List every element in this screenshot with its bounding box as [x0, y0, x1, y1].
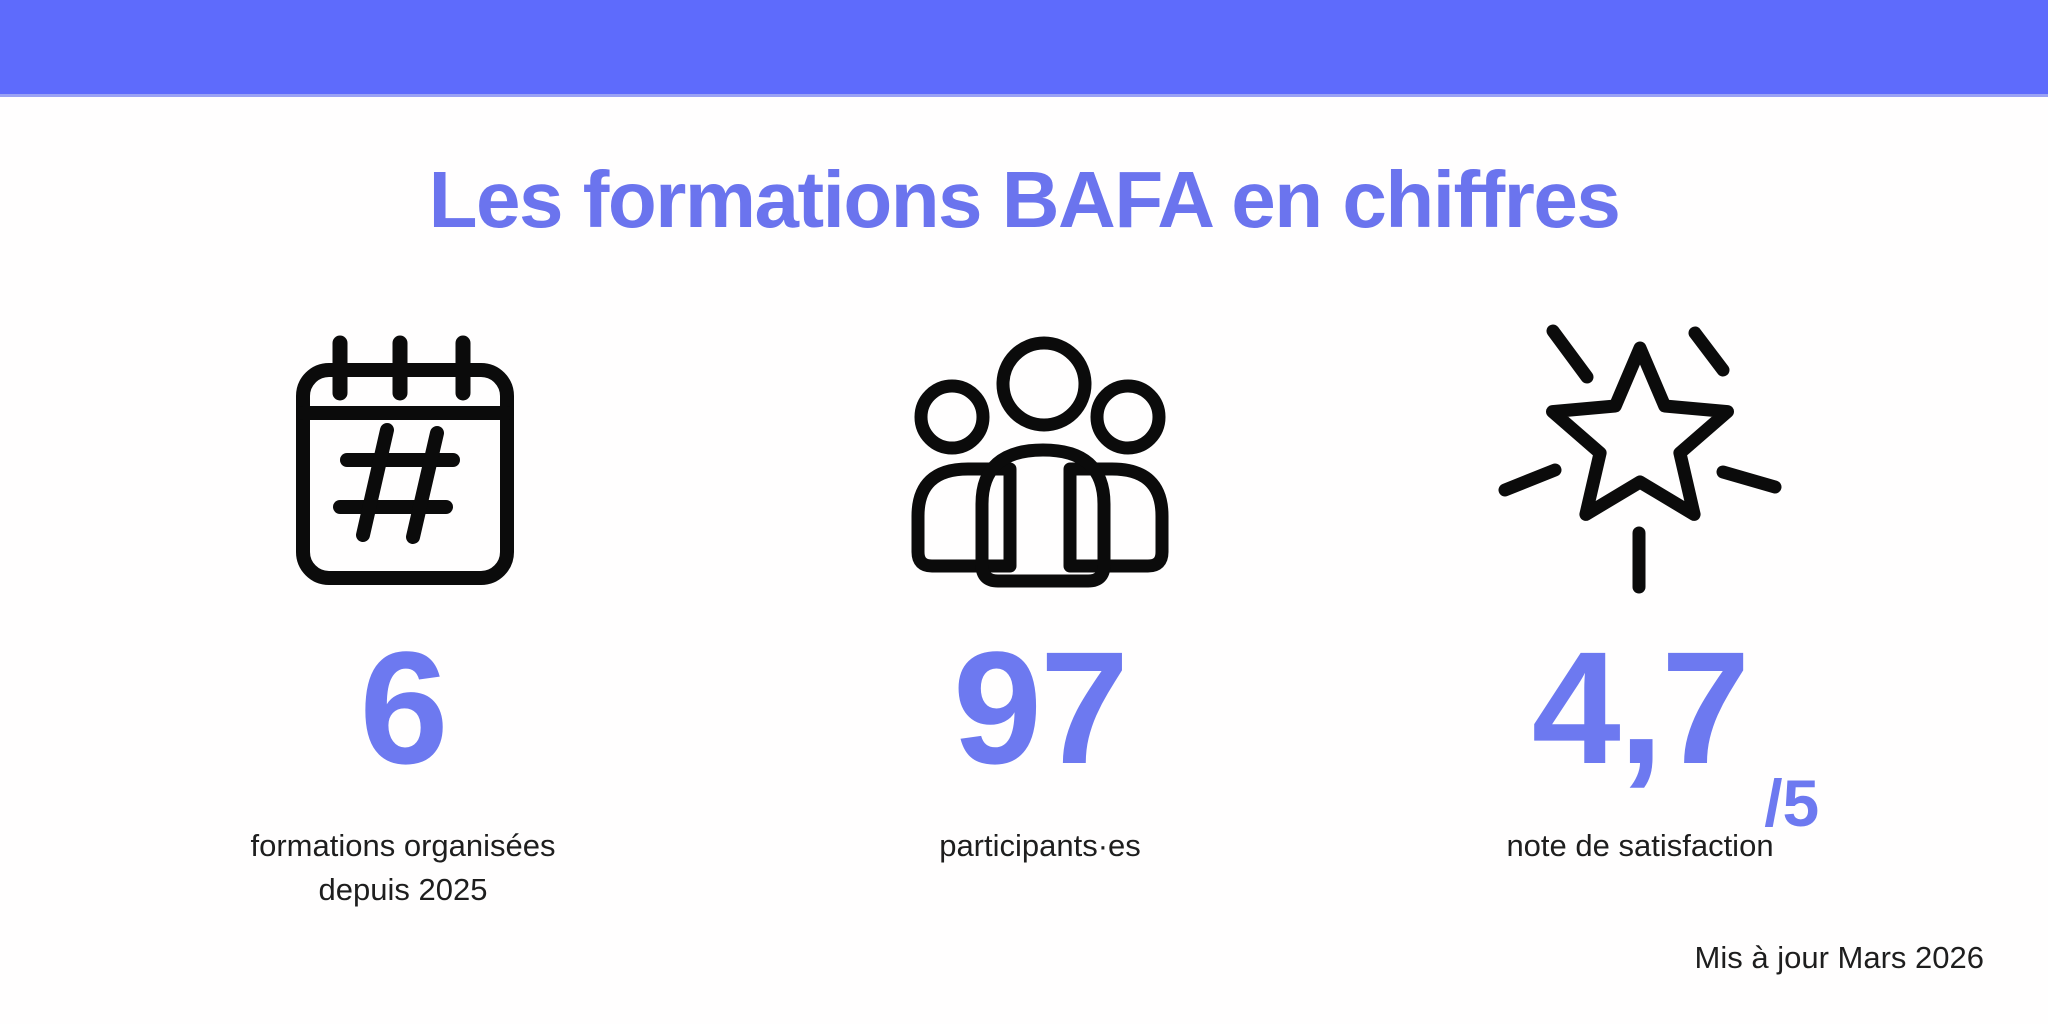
- updated-note: Mis à jour Mars 2026: [1694, 940, 1984, 975]
- stat-label-line2: depuis 2025: [318, 872, 488, 908]
- icon-box: [123, 320, 683, 600]
- stat-value-satisfaction: 4,7 /5: [1532, 628, 1819, 837]
- stat-label-line1: participants·es: [939, 828, 1141, 863]
- stat-value-suffix: /5: [1764, 766, 1820, 840]
- page-title: Les formations BAFA en chiffres: [428, 155, 1621, 244]
- stat-label-formations: formations organisées depuis 2025: [251, 824, 556, 912]
- calendar-hash-icon: [296, 335, 514, 585]
- shining-star-icon: [1498, 324, 1782, 594]
- stat-label-line1: formations organisées: [250, 828, 556, 863]
- header-bar: [0, 0, 2048, 97]
- stat-value-participants: 97: [953, 618, 1129, 797]
- stat-column-satisfaction: 4,7 /5 note de satisfaction: [1360, 320, 1920, 868]
- icon-box: [1360, 320, 1920, 600]
- stat-label-participants: participants·es: [939, 824, 1141, 868]
- stat-label-satisfaction: note de satisfaction: [1506, 824, 1773, 868]
- stat-column-participants: 97 participants·es: [760, 320, 1320, 868]
- stat-value-formations: 6: [359, 618, 449, 797]
- people-group-icon: [911, 336, 1169, 588]
- stat-column-formations: 6 formations organisées depuis 2025: [123, 320, 683, 912]
- icon-box: [760, 320, 1320, 600]
- stat-label-line1: note de satisfaction: [1506, 828, 1774, 863]
- stat-value-number: 4,7: [1531, 618, 1750, 797]
